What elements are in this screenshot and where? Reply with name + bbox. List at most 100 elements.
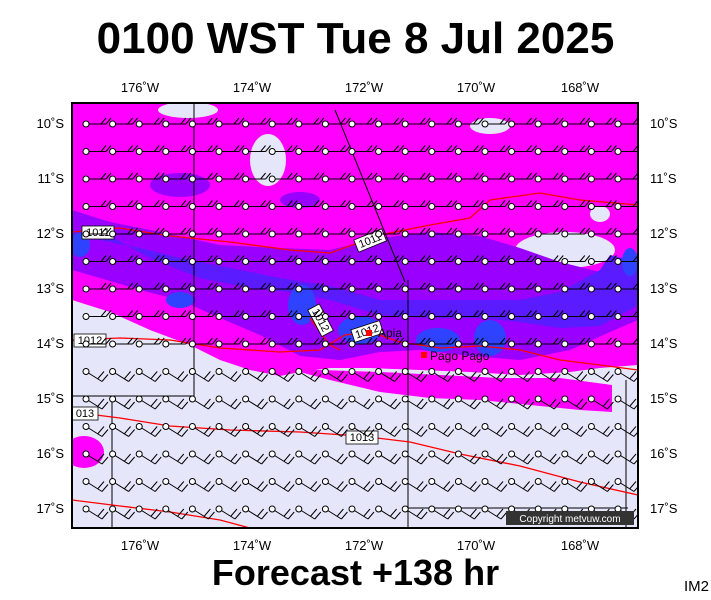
wind-barb <box>534 227 564 238</box>
wind-barb <box>215 172 245 183</box>
wind-barb <box>375 450 401 465</box>
wind-barb <box>428 368 455 382</box>
svg-text:168˚W: 168˚W <box>561 80 600 95</box>
svg-text:174˚W: 174˚W <box>233 538 272 553</box>
wind-barb <box>215 423 242 437</box>
wind-barb <box>109 282 138 293</box>
svg-text:16˚S: 16˚S <box>37 446 65 461</box>
wind-barb <box>454 337 484 348</box>
wind-barb <box>295 478 322 492</box>
wind-barb <box>481 255 511 265</box>
wind-barb <box>454 145 484 155</box>
wind-barb <box>481 172 511 183</box>
wind-barb <box>109 172 138 183</box>
wind-barb <box>454 450 481 465</box>
wind-barb <box>215 368 242 382</box>
wind-barb <box>109 337 138 348</box>
wind-barb <box>268 200 298 210</box>
wind-barb <box>188 450 215 465</box>
svg-text:16˚S: 16˚S <box>650 446 678 461</box>
wind-barb <box>561 172 591 183</box>
svg-text:176˚W: 176˚W <box>121 80 160 95</box>
wind-barb <box>162 172 192 183</box>
wind-barb <box>534 310 564 320</box>
wind-barb <box>162 423 189 437</box>
wind-barb <box>135 117 165 128</box>
wind-barb <box>587 200 617 210</box>
wind-barb <box>135 145 165 155</box>
wind-barb <box>82 227 112 238</box>
precip-purple-patch-2 <box>280 192 320 208</box>
wind-barb <box>135 450 162 465</box>
wind-barb <box>162 395 189 410</box>
wind-barb <box>348 368 375 382</box>
wind-barb <box>508 368 534 382</box>
wind-barb <box>321 395 348 410</box>
wind-barb <box>508 255 537 265</box>
wind-barb <box>242 450 268 465</box>
wind-barb <box>481 395 508 410</box>
wind-barb <box>508 227 537 238</box>
wind-barb <box>401 117 431 128</box>
wind-barb <box>587 117 617 128</box>
svg-text:15˚S: 15˚S <box>650 391 678 406</box>
wind-barb <box>321 450 348 465</box>
wind-barb <box>82 117 112 128</box>
wind-barb <box>215 227 245 238</box>
wind-barb <box>534 255 564 265</box>
wind-barb <box>188 172 218 183</box>
wind-barb <box>162 255 192 265</box>
wind-barb <box>82 423 109 437</box>
wind-barb <box>215 145 245 155</box>
wind-barb <box>534 145 564 155</box>
precip-band-violet <box>72 230 638 328</box>
wind-barb <box>428 227 458 238</box>
wind-barb <box>109 310 138 320</box>
wind-barb <box>534 450 561 465</box>
wind-barb <box>534 368 561 382</box>
wind-barb <box>481 337 511 348</box>
map-title: 0100 WST Tue 8 Jul 2025 <box>96 14 615 63</box>
wind-barb <box>295 255 325 265</box>
wind-barb <box>508 423 534 437</box>
wind-barb <box>268 478 295 492</box>
wind-barb <box>162 227 192 238</box>
precip-core-4 <box>474 320 506 356</box>
wind-barb <box>375 227 404 238</box>
wind-barb <box>454 117 484 128</box>
wind-barb <box>268 117 298 128</box>
svg-text:15˚S: 15˚S <box>37 391 65 406</box>
wind-barb <box>242 423 268 437</box>
isobar-label: 1013 <box>350 432 374 444</box>
wind-barb <box>428 423 455 437</box>
city-marker-apia <box>366 330 372 336</box>
wind-barb <box>508 310 537 320</box>
wind-barb <box>587 423 614 437</box>
wind-barb <box>454 423 481 437</box>
wind-barb <box>401 395 428 410</box>
wind-barb <box>82 255 112 265</box>
wind-barb <box>188 117 218 128</box>
wind-barb <box>534 478 561 492</box>
svg-text:17˚S: 17˚S <box>650 501 678 516</box>
wind-barb <box>82 172 112 183</box>
wind-barb <box>481 227 511 238</box>
wind-barb <box>215 117 245 128</box>
wind-barb <box>481 200 511 210</box>
wind-barb <box>321 505 348 520</box>
wind-barb <box>614 337 638 348</box>
precip-purple-patch-1 <box>150 173 210 197</box>
wind-barb <box>401 478 428 492</box>
wind-barb <box>82 395 109 410</box>
precip-core-1 <box>288 285 316 325</box>
wind-barb <box>242 172 271 183</box>
svg-text:12˚S: 12˚S <box>650 226 678 241</box>
svg-text:10˚S: 10˚S <box>37 116 65 131</box>
wind-barb <box>587 450 614 465</box>
wind-barb <box>188 227 218 238</box>
wind-barb <box>428 450 455 465</box>
wind-barb <box>268 282 298 293</box>
wind-barb <box>82 145 112 155</box>
wind-barb <box>135 227 165 238</box>
wind-barb <box>561 145 591 155</box>
